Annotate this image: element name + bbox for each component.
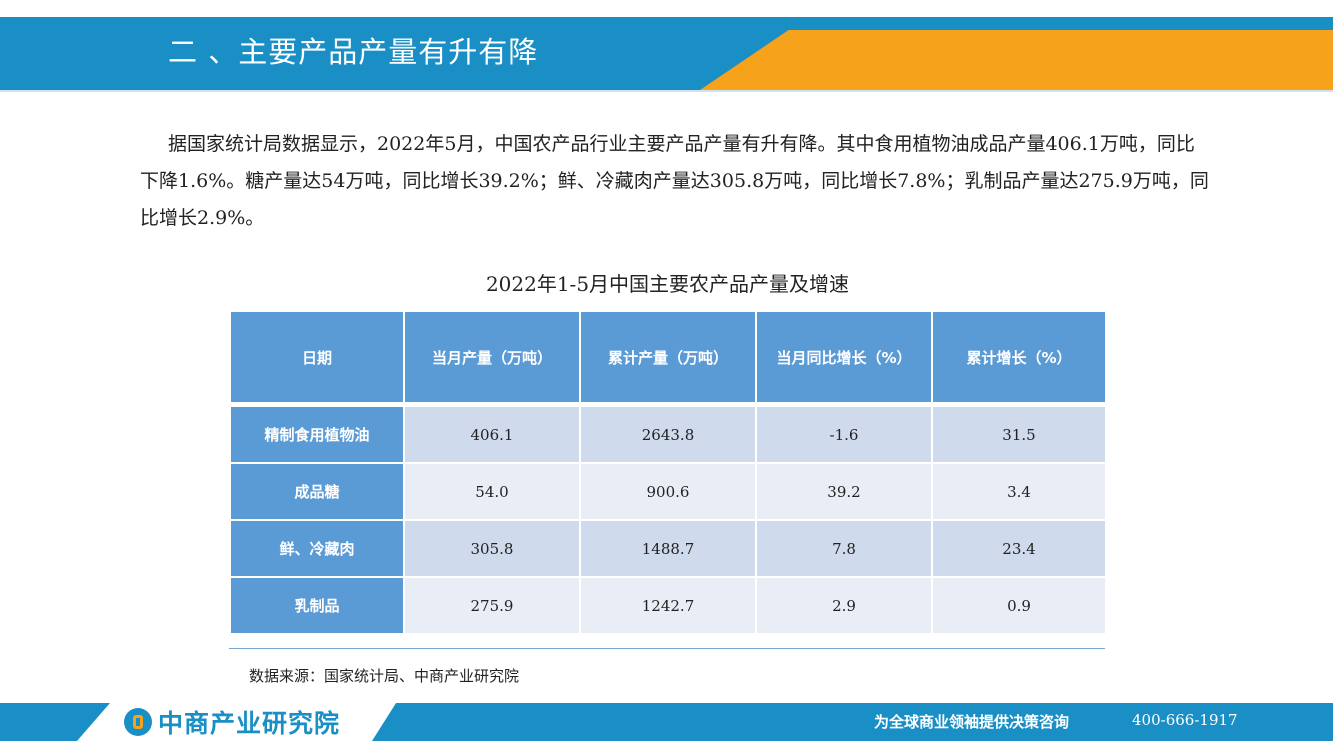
row-label: 鲜、冷藏肉 <box>229 519 405 578</box>
row-label: 乳制品 <box>229 576 405 635</box>
header-divider <box>0 90 1333 92</box>
cell-cumulative-output: 2643.8 <box>579 402 757 464</box>
cell-monthly-output: 305.8 <box>403 519 581 578</box>
footer-left-strip <box>0 703 110 741</box>
cell-cumulative-output: 1242.7 <box>579 576 757 635</box>
table-header-row: 日期 当月产量（万吨） 累计产量（万吨） 当月同比增长（%） 累计增长（%） <box>229 310 1107 406</box>
header-monthly-yoy: 当月同比增长（%） <box>755 310 933 406</box>
header-date: 日期 <box>229 310 405 406</box>
header-monthly-output: 当月产量（万吨） <box>403 310 581 406</box>
cell-monthly-yoy: 2.9 <box>755 576 933 635</box>
company-logo-icon <box>124 708 152 736</box>
table-row: 精制食用植物油 406.1 2643.8 -1.6 31.5 <box>229 402 1107 464</box>
header-cumulative-growth: 累计增长（%） <box>931 310 1107 406</box>
header-cumulative-output: 累计产量（万吨） <box>579 310 757 406</box>
footer-slogan: 为全球商业领袖提供决策咨询 <box>874 713 1070 731</box>
cell-monthly-output: 54.0 <box>403 462 581 521</box>
table-row: 乳制品 275.9 1242.7 2.9 0.9 <box>229 576 1107 635</box>
production-table: 日期 当月产量（万吨） 累计产量（万吨） 当月同比增长（%） 累计增长（%） 精… <box>229 310 1107 635</box>
data-source-note: 数据来源：国家统计局、中商产业研究院 <box>249 667 520 685</box>
logo-text: 中商产业研究院 <box>158 709 341 738</box>
footer-logo: 中商产业研究院 <box>124 703 340 741</box>
header-orange-band <box>700 30 1333 90</box>
body-paragraph: 据国家统计局数据显示，2022年5月，中国农产品行业主要产品产量有升有降。其中食… <box>140 133 1209 229</box>
footer-phone: 400-666-1917 <box>1132 711 1238 729</box>
cell-monthly-output: 275.9 <box>403 576 581 635</box>
table-caption: 2022年1-5月中国主要农产品产量及增速 <box>485 272 850 296</box>
row-label: 成品糖 <box>229 462 405 521</box>
page-title: 二 、主要产品产量有升有降 <box>168 35 539 69</box>
cell-monthly-yoy: 7.8 <box>755 519 933 578</box>
cell-cumulative-output: 900.6 <box>579 462 757 521</box>
cell-cumulative-growth: 0.9 <box>931 576 1107 635</box>
cell-monthly-yoy: -1.6 <box>755 402 933 464</box>
row-label: 精制食用植物油 <box>229 402 405 464</box>
table-row: 成品糖 54.0 900.6 39.2 3.4 <box>229 462 1107 521</box>
table-row: 鲜、冷藏肉 305.8 1488.7 7.8 23.4 <box>229 519 1107 578</box>
cell-cumulative-output: 1488.7 <box>579 519 757 578</box>
cell-cumulative-growth: 23.4 <box>931 519 1107 578</box>
footer-bar <box>372 703 1333 741</box>
cell-cumulative-growth: 31.5 <box>931 402 1107 464</box>
header-banner: 二 、主要产品产量有升有降 <box>0 0 1333 92</box>
cell-monthly-output: 406.1 <box>403 402 581 464</box>
cell-cumulative-growth: 3.4 <box>931 462 1107 521</box>
source-divider <box>229 648 1105 649</box>
cell-monthly-yoy: 39.2 <box>755 462 933 521</box>
